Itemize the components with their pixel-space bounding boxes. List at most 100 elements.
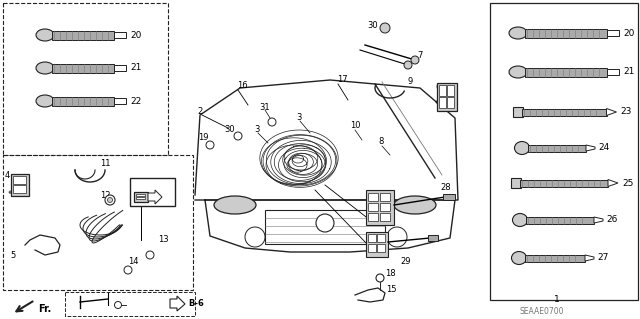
Circle shape: [387, 227, 407, 247]
Circle shape: [234, 132, 242, 140]
Bar: [439, 85, 446, 96]
Bar: [3, 155, 193, 290]
Bar: [114, 32, 126, 38]
Text: 24: 24: [598, 144, 609, 152]
Text: 27: 27: [597, 254, 609, 263]
Circle shape: [380, 23, 390, 33]
Text: 22: 22: [130, 97, 141, 106]
Bar: [136, 197, 145, 199]
Bar: [525, 68, 607, 77]
Ellipse shape: [214, 196, 256, 214]
Bar: [368, 203, 378, 211]
Text: 7: 7: [417, 51, 422, 61]
Text: 10: 10: [350, 122, 360, 130]
Bar: [377, 234, 385, 242]
Text: 2: 2: [197, 108, 202, 116]
Text: 3: 3: [254, 125, 259, 135]
Bar: [443, 194, 455, 200]
Bar: [380, 193, 390, 201]
Polygon shape: [170, 296, 185, 311]
Polygon shape: [586, 145, 595, 151]
Text: 23: 23: [621, 108, 632, 116]
Text: 25: 25: [622, 179, 634, 188]
Text: 30: 30: [224, 125, 235, 135]
Circle shape: [124, 266, 132, 274]
Bar: [366, 232, 388, 257]
Bar: [525, 28, 607, 38]
Text: 31: 31: [259, 103, 269, 113]
Ellipse shape: [511, 251, 527, 264]
Ellipse shape: [515, 142, 529, 154]
Text: 26: 26: [606, 216, 618, 225]
Ellipse shape: [36, 62, 54, 74]
Bar: [11, 174, 29, 196]
Circle shape: [105, 195, 115, 205]
Text: 14: 14: [128, 257, 138, 266]
Text: SEAAE0700: SEAAE0700: [520, 308, 564, 316]
Bar: [522, 108, 607, 115]
Circle shape: [376, 274, 384, 282]
Polygon shape: [585, 255, 594, 261]
Bar: [366, 190, 394, 225]
Bar: [490, 3, 638, 300]
Bar: [380, 203, 390, 211]
Bar: [513, 107, 522, 117]
Bar: [368, 213, 378, 221]
Ellipse shape: [36, 29, 54, 41]
Circle shape: [404, 61, 412, 69]
Circle shape: [268, 118, 276, 126]
Text: 20: 20: [623, 28, 634, 38]
Text: 9: 9: [407, 78, 412, 86]
Text: 15: 15: [386, 286, 397, 294]
Bar: [368, 193, 378, 201]
Text: Fr.: Fr.: [38, 304, 51, 314]
Text: 29: 29: [400, 257, 410, 266]
Text: 17: 17: [337, 76, 348, 85]
Text: 1: 1: [554, 295, 560, 305]
Circle shape: [206, 141, 214, 149]
Text: 5: 5: [10, 250, 15, 259]
Text: 16: 16: [237, 81, 248, 91]
Circle shape: [316, 214, 334, 232]
Bar: [130, 178, 175, 206]
Text: 3: 3: [296, 114, 301, 122]
Text: 20: 20: [130, 31, 141, 40]
Text: 18: 18: [385, 269, 396, 278]
Bar: [134, 192, 148, 202]
Bar: [520, 180, 608, 187]
Text: 30: 30: [367, 20, 378, 29]
Bar: [526, 217, 594, 224]
Ellipse shape: [509, 66, 527, 78]
Circle shape: [411, 56, 419, 64]
Bar: [13, 176, 26, 184]
Bar: [447, 97, 454, 108]
Bar: [380, 213, 390, 221]
Bar: [607, 30, 619, 36]
Ellipse shape: [394, 196, 436, 214]
Polygon shape: [594, 217, 603, 223]
Text: #15: #15: [7, 190, 19, 196]
Bar: [428, 235, 438, 241]
Bar: [13, 185, 26, 193]
Bar: [114, 65, 126, 71]
Text: 8: 8: [378, 137, 383, 146]
Polygon shape: [195, 80, 458, 200]
Bar: [437, 83, 457, 111]
Bar: [65, 292, 195, 316]
Bar: [447, 85, 454, 96]
Text: B-13: B-13: [133, 180, 155, 189]
Text: B-6: B-6: [188, 300, 204, 308]
Bar: [136, 194, 145, 196]
Text: 13: 13: [158, 235, 168, 244]
Text: 21: 21: [130, 63, 141, 72]
Ellipse shape: [36, 95, 54, 107]
Ellipse shape: [513, 213, 527, 226]
Bar: [3, 3, 168, 155]
Bar: [265, 210, 385, 244]
Circle shape: [108, 197, 113, 203]
Bar: [368, 244, 376, 252]
Bar: [114, 98, 126, 104]
Bar: [52, 31, 114, 40]
Bar: [525, 255, 585, 262]
Circle shape: [115, 301, 122, 308]
